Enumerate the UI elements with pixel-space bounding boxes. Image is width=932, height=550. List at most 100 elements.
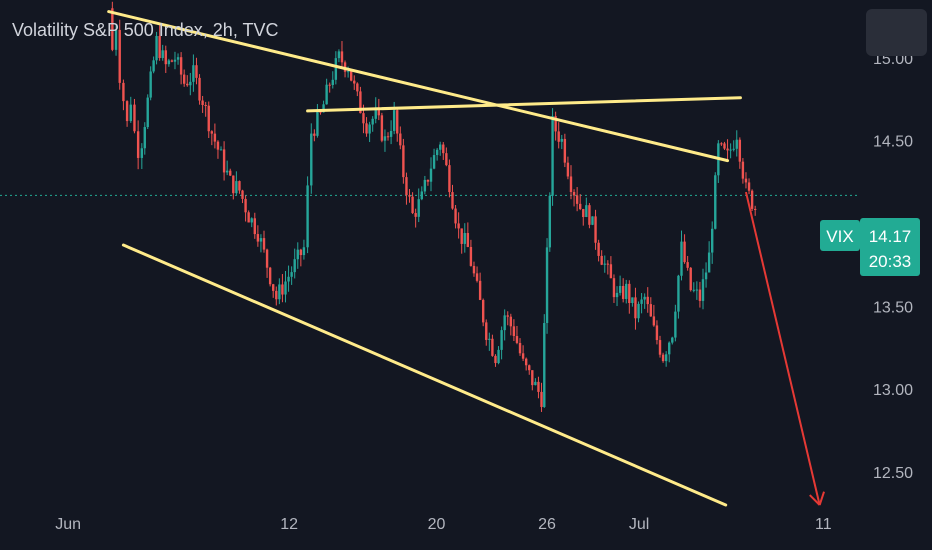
candle-body xyxy=(356,83,359,92)
candle-body xyxy=(588,205,591,225)
candle-body xyxy=(683,241,686,263)
candle-body xyxy=(655,325,659,341)
candle-body xyxy=(210,131,214,134)
candle-body xyxy=(111,8,114,50)
candle-body xyxy=(531,370,534,386)
candle-body xyxy=(337,51,341,59)
time-tick: 26 xyxy=(538,516,556,533)
candle-body xyxy=(515,336,519,343)
corner-button[interactable] xyxy=(866,9,927,56)
candle-body xyxy=(328,84,331,86)
candle-body xyxy=(594,216,597,243)
candle-body xyxy=(506,315,509,317)
candle-body xyxy=(585,205,588,218)
candle-body xyxy=(600,255,603,265)
candle-body xyxy=(167,60,171,65)
candle-body xyxy=(173,59,177,62)
candle-body xyxy=(612,278,616,298)
candle-body xyxy=(497,349,500,364)
candle-body xyxy=(698,289,702,301)
candle-body xyxy=(652,316,656,326)
candle-body xyxy=(222,149,226,173)
candle-body xyxy=(714,175,717,229)
candle-body xyxy=(146,97,149,128)
candle-body xyxy=(316,111,319,136)
trendline xyxy=(306,96,742,113)
candle-body xyxy=(287,276,290,282)
candle-body xyxy=(125,101,129,122)
candle-body xyxy=(466,233,470,247)
candle-body xyxy=(133,104,136,132)
candle-body xyxy=(192,65,195,82)
price-tick: 13.00 xyxy=(873,382,913,399)
candle-body xyxy=(432,155,436,169)
candle-body xyxy=(265,249,269,268)
candle-body xyxy=(640,299,643,304)
candle-body xyxy=(509,316,513,327)
candle-body xyxy=(179,57,183,75)
candle-body xyxy=(136,131,140,158)
candle-body xyxy=(247,212,250,223)
candle-body xyxy=(664,354,668,362)
candle-body xyxy=(726,148,729,151)
candle-body xyxy=(475,273,479,281)
candle-body xyxy=(597,242,600,256)
candle-body xyxy=(591,216,594,225)
candle-body xyxy=(545,247,549,324)
candle-body xyxy=(207,105,210,132)
candle-body xyxy=(256,234,260,242)
arrow-head xyxy=(809,494,821,506)
candle-body xyxy=(621,285,625,299)
countdown-value: 20:33 xyxy=(869,252,912,271)
candle-body xyxy=(741,161,745,179)
candle-body xyxy=(566,162,570,177)
candle-body xyxy=(445,153,448,166)
candle-body xyxy=(753,208,757,210)
chart-title: Volatility S&P 500 Index, 2h, TVC xyxy=(12,20,279,40)
candle-body xyxy=(278,284,281,300)
time-tick: 20 xyxy=(428,516,446,533)
candle-body xyxy=(238,181,241,191)
price-tick: 12.50 xyxy=(873,465,913,482)
candles xyxy=(111,1,757,412)
candle-body xyxy=(331,79,334,85)
candle-body xyxy=(392,110,396,131)
candle-body xyxy=(720,143,723,145)
candle-body xyxy=(750,190,754,209)
candle-body xyxy=(634,297,637,319)
candle-body xyxy=(204,105,207,107)
candle-body xyxy=(618,285,622,293)
time-axis[interactable]: Jun 12 20 26 Jul 11 xyxy=(55,516,831,533)
candle-body xyxy=(528,365,531,371)
candle-body xyxy=(310,133,313,186)
candle-body xyxy=(325,84,328,105)
projection-arrow[interactable] xyxy=(744,191,825,506)
trendline xyxy=(121,243,728,507)
candle-body xyxy=(293,259,296,273)
trendlines[interactable] xyxy=(107,10,742,507)
candle-body xyxy=(448,165,451,193)
candle-body xyxy=(399,133,402,146)
candle-body xyxy=(557,131,560,142)
candle-body xyxy=(646,296,649,305)
candle-body xyxy=(189,81,192,86)
candle-body xyxy=(582,209,585,218)
candle-body xyxy=(704,272,708,280)
candle-body xyxy=(442,144,445,154)
candle-body xyxy=(322,104,325,113)
candle-body xyxy=(253,218,256,235)
candle-body xyxy=(334,58,338,80)
candle-body xyxy=(170,60,174,62)
candle-body xyxy=(637,303,640,319)
candle-body xyxy=(491,338,494,356)
candle-body xyxy=(420,191,423,200)
candle-body xyxy=(469,246,473,266)
candle-body xyxy=(164,50,167,65)
candle-body xyxy=(389,130,393,137)
price-tag: VIX 14.17 20:33 xyxy=(820,218,920,276)
candle-body xyxy=(451,192,454,209)
candle-body xyxy=(560,138,563,142)
